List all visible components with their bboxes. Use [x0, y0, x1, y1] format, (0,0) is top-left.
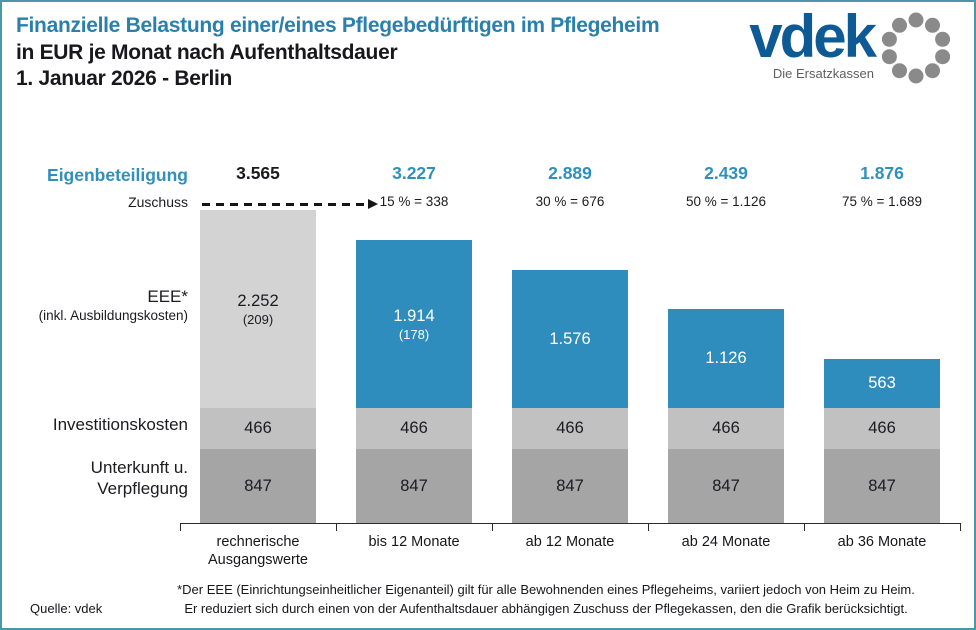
x-axis-tick — [648, 523, 649, 531]
bar-segment-unterkunft — [200, 449, 316, 523]
segment-subvalue: (178) — [398, 326, 430, 342]
row-label-investitionskosten: Investitionskosten — [52, 415, 188, 434]
row-label-unterkunft-line1: Unterkunft u. — [90, 458, 188, 477]
row-label-eigenbeteiligung: Eigenbeteiligung — [47, 165, 188, 185]
eigenbeteiligung-total-label: 2.889 — [548, 163, 592, 183]
bar-segment-value-label: 847 — [668, 449, 784, 523]
segment-value: 466 — [244, 419, 272, 437]
bar-segment-value-label: 847 — [200, 449, 316, 523]
ring-dot — [935, 31, 951, 47]
segment-value: 1.914 — [393, 306, 435, 325]
row-label-eee-sub: (inkl. Ausbildungskosten) — [38, 308, 188, 323]
row-label-unterkunft-verpflegung: Unterkunft u. Verpflegung — [10, 457, 188, 499]
bar-segment-value-label: 847 — [512, 449, 628, 523]
segment-value: 1.576 — [549, 329, 591, 348]
bar-segment-value-label: 1.576 — [512, 270, 628, 408]
zuschuss-value-label: 75 % = 1.689 — [842, 194, 922, 209]
footnote-line1: *Der EEE (Einrichtungseinheitlicher Eige… — [177, 582, 915, 597]
vdek-logo-tagline: Die Ersatzkassen — [772, 66, 874, 81]
bar-segment-value-label: 466 — [512, 408, 628, 449]
segment-value: 1.126 — [705, 349, 747, 367]
segment-value: 466 — [556, 419, 584, 437]
zuschuss-value-label: 15 % = 338 — [379, 194, 449, 209]
x-axis-label: ab 36 Monate — [837, 534, 927, 550]
bar-segment-investitionskosten — [668, 408, 784, 449]
row-label-unterkunft-line2: Verpflegung — [97, 479, 188, 498]
bar-segment-value-label: 466 — [668, 408, 784, 449]
segment-value: 847 — [400, 476, 428, 495]
ring-dot — [892, 63, 907, 79]
bar-segment-eee — [668, 309, 784, 408]
bar-segment-investitionskosten — [824, 408, 940, 449]
zuschuss-value-label: 50 % = 1.126 — [686, 194, 766, 209]
ring-dot — [881, 49, 897, 65]
x-axis-label: bis 12 Monate — [368, 534, 460, 550]
zuschuss-arrowhead-icon — [368, 199, 378, 209]
x-axis-label: ab 24 Monate — [681, 534, 771, 550]
x-axis-tick — [336, 523, 337, 531]
bar-segment-unterkunft — [356, 449, 472, 523]
ring-dot — [908, 12, 924, 28]
segment-value: 847 — [712, 476, 740, 495]
bar-segment-investitionskosten — [512, 408, 628, 449]
bar-segment-value-label: 847 — [824, 449, 940, 523]
segment-value: 847 — [244, 476, 272, 495]
ring-dot — [925, 63, 940, 79]
bar-segment-value-label: 1.126 — [668, 309, 784, 408]
bar-segment-eee — [824, 359, 940, 408]
page-title: Finanzielle Belastung einer/eines Pflege… — [16, 14, 660, 37]
segment-value: 466 — [712, 419, 740, 437]
x-axis-tick — [180, 523, 181, 531]
bar-segment-value-label: 563 — [824, 359, 940, 408]
bar-segment-eee — [512, 270, 628, 408]
zuschuss-value-label: 30 % = 676 — [535, 194, 605, 209]
segment-value: 563 — [868, 374, 896, 392]
eigenbeteiligung-total-label: 2.439 — [704, 163, 748, 183]
x-axis-tick — [804, 523, 805, 531]
page-subtitle-unit: in EUR je Monat nach Aufenthaltsdauer — [16, 41, 398, 64]
bar-segment-value-label: 466 — [356, 408, 472, 449]
eigenbeteiligung-total-label: 3.227 — [392, 163, 436, 183]
row-label-zuschuss: Zuschuss — [128, 194, 188, 210]
zuschuss-dashed-line — [202, 203, 368, 206]
eigenbeteiligung-total-label: 1.876 — [860, 163, 904, 183]
segment-value: 847 — [556, 476, 584, 495]
bar-segment-unterkunft — [668, 449, 784, 523]
ring-dot — [908, 68, 924, 84]
row-label-eee: EEE* — [147, 287, 188, 306]
vdek-ring-icon — [881, 12, 951, 84]
x-axis-label: rechnerische Ausgangswerte — [208, 534, 308, 568]
bar-segment-investitionskosten — [200, 408, 316, 449]
x-axis-line — [180, 523, 961, 524]
eigenbeteiligung-total-label: 3.565 — [236, 163, 280, 183]
bar-segment-value-label: 1.914 (178) — [356, 240, 472, 408]
x-axis-label: ab 12 Monate — [525, 534, 615, 550]
bar-segment-value-label: 466 — [200, 408, 316, 449]
source-note: Quelle: vdek — [30, 601, 103, 616]
footnote-line2: Er reduziert sich durch einen von der Au… — [184, 600, 908, 616]
segment-subvalue: (209) — [242, 311, 274, 327]
vdek-logo-wordmark: vdek — [749, 3, 877, 70]
ring-dot — [935, 49, 951, 65]
segment-value: 847 — [868, 476, 896, 495]
x-axis-tick — [960, 523, 961, 531]
ring-dot — [881, 31, 897, 47]
page-subtitle-date: 1. Januar 2026 - Berlin — [16, 67, 233, 90]
footnote: *Der EEE (Einrichtungseinheitlicher Eige… — [122, 581, 970, 618]
bar-segment-eee — [356, 240, 472, 408]
ring-dot — [892, 17, 907, 33]
bar-segment-value-label: 2.252 (209) — [200, 210, 316, 408]
segment-value: 2.252 — [237, 291, 279, 310]
segment-value: 466 — [868, 419, 896, 437]
bar-segment-value-label: 466 — [824, 408, 940, 449]
bar-segment-investitionskosten — [356, 408, 472, 449]
bar-segment-eee — [200, 210, 316, 408]
bar-segment-unterkunft — [824, 449, 940, 523]
segment-value: 466 — [400, 419, 428, 437]
ring-dot — [925, 17, 940, 33]
x-axis-tick — [492, 523, 493, 531]
bar-segment-unterkunft — [512, 449, 628, 523]
bar-segment-value-label: 847 — [356, 449, 472, 523]
